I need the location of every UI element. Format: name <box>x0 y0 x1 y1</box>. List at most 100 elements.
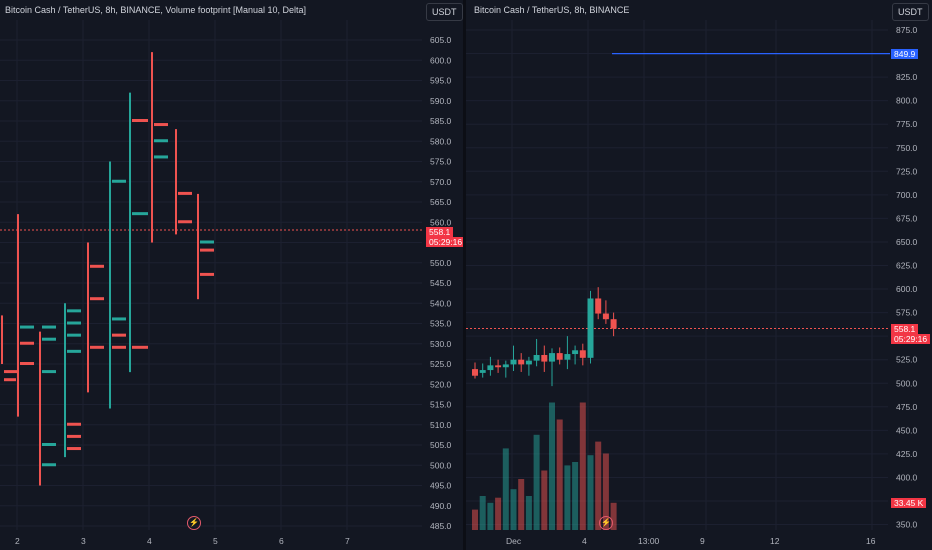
candle-body <box>595 298 602 314</box>
volume-bar <box>610 502 617 530</box>
y-tick-label: 425.0 <box>896 449 918 459</box>
candlestick-chart-canvas[interactable]: 875.0850.0825.0800.0775.0750.0725.0700.0… <box>466 0 932 550</box>
y-tick-label: 725.0 <box>896 166 918 176</box>
footprint-cell <box>112 179 126 183</box>
y-tick-label: 490.0 <box>430 501 452 511</box>
left-currency-button[interactable]: USDT <box>426 3 463 21</box>
right-countdown: 05:29:16 <box>891 334 931 344</box>
footprint-cell <box>42 443 56 446</box>
footprint-cell <box>42 337 56 341</box>
footprint-cell <box>200 240 214 244</box>
footprint-cell <box>112 333 126 337</box>
footprint-cell <box>42 325 56 329</box>
candle-body <box>587 298 594 358</box>
candle-body <box>502 364 509 368</box>
y-tick-label: 580.0 <box>430 136 452 146</box>
footprint-chart-canvas[interactable]: 605.0 600.0 595.0 590.0 585.0 580.0 575.0 570.0… <box>0 0 464 550</box>
y-tick-label: 500.0 <box>896 378 918 388</box>
volume-tag: 33.45 K <box>891 498 927 508</box>
x-tick-label: 3 <box>81 536 86 546</box>
right-chart-title: Bitcoin Cash / TetherUS, 8h, BINANCE <box>474 5 630 15</box>
footprint-cell <box>20 341 34 345</box>
volume-bar <box>472 509 478 530</box>
lightning-bolt-icon[interactable]: ⚡ <box>599 516 613 530</box>
volume-bar <box>587 455 594 530</box>
x-tick-label: 12 <box>770 536 780 546</box>
x-tick-label: 5 <box>213 536 218 546</box>
y-tick-label: 595.0 <box>430 76 452 86</box>
y-tick-label: 520.0 <box>430 379 452 389</box>
footprint-cell <box>42 463 56 467</box>
lightning-bolt-icon[interactable]: ⚡ <box>187 516 201 530</box>
y-tick-label: 605.0 <box>430 35 452 45</box>
y-tick-label: 590.0 <box>430 96 452 106</box>
footprint-cell <box>67 434 81 438</box>
pane-divider[interactable] <box>463 0 466 550</box>
y-tick-label: 585.0 <box>430 116 452 126</box>
footprint-cell <box>132 212 148 216</box>
candle-body <box>610 319 617 329</box>
candle-body <box>518 359 525 365</box>
x-tick-label: 16 <box>866 536 876 546</box>
y-tick-label: 700.0 <box>896 190 918 200</box>
volume-bar <box>479 496 486 530</box>
footprint-cell <box>154 123 168 127</box>
candle-body <box>479 370 486 373</box>
footprint-cell <box>154 155 168 159</box>
footprint-cell <box>132 345 148 349</box>
left-countdown: 05:29:16 <box>426 237 464 247</box>
volume-bar <box>541 470 548 530</box>
footprint-cell <box>200 248 214 252</box>
y-tick-label: 800.0 <box>896 96 918 106</box>
footprint-cell <box>90 264 104 268</box>
y-tick-label: 485.0 <box>430 521 452 531</box>
candle-body <box>564 354 571 360</box>
volume-bar <box>579 402 586 530</box>
volume-bar <box>595 441 602 530</box>
left-price-tag: 558.1 <box>426 227 454 237</box>
volume-bar <box>556 419 563 530</box>
y-tick-label: 540.0 <box>430 298 452 308</box>
candle-body <box>533 354 540 361</box>
y-tick-label: 475.0 <box>896 402 918 412</box>
x-tick-label: 7 <box>345 536 350 546</box>
volume-bar <box>533 434 540 530</box>
volume-bar <box>495 497 502 530</box>
footprint-cell <box>90 345 104 349</box>
candle-body <box>572 350 579 355</box>
footprint-cell <box>67 321 81 325</box>
y-tick-label: 495.0 <box>430 481 452 491</box>
y-tick-label: 350.0 <box>896 520 918 530</box>
volume-bar <box>518 479 525 530</box>
candle-body <box>495 365 502 368</box>
horizontal-line-tag[interactable]: 849.9 <box>891 49 919 59</box>
candle-body <box>579 350 586 358</box>
y-tick-label: 450.0 <box>896 425 918 435</box>
footprint-chart-pane[interactable]: 605.0 600.0 595.0 590.0 585.0 580.0 575.0 570.0… <box>0 0 464 550</box>
footprint-cell <box>200 272 214 276</box>
x-tick-label: 4 <box>147 536 152 546</box>
y-tick-label: 525.0 <box>896 355 918 365</box>
candle-body <box>472 369 478 376</box>
candle-body <box>549 353 555 362</box>
volume-bar <box>572 462 579 530</box>
y-tick-label: 625.0 <box>896 261 918 271</box>
candle-body <box>541 354 548 362</box>
y-tick-label: 545.0 <box>430 278 452 288</box>
candlestick-chart-pane[interactable]: 875.0850.0825.0800.0775.0750.0725.0700.0… <box>466 0 932 550</box>
footprint-cell <box>67 309 81 313</box>
volume-bar <box>602 453 609 530</box>
y-tick-label: 550.0 <box>430 258 452 268</box>
footprint-cell <box>112 345 126 349</box>
y-tick-label: 875.0 <box>896 25 918 35</box>
x-tick-label: 4 <box>582 536 587 546</box>
candle-body <box>487 365 494 371</box>
footprint-cell <box>154 139 168 143</box>
right-price-tag: 558.1 <box>891 324 919 334</box>
y-tick-label: 560.0 <box>430 217 452 227</box>
left-chart-title: Bitcoin Cash / TetherUS, 8h, BINANCE, Vo… <box>5 5 306 15</box>
volume-bar <box>502 448 509 530</box>
right-currency-button[interactable]: USDT <box>892 3 929 21</box>
y-tick-label: 675.0 <box>896 213 918 223</box>
y-tick-label: 500.0 <box>430 460 452 470</box>
